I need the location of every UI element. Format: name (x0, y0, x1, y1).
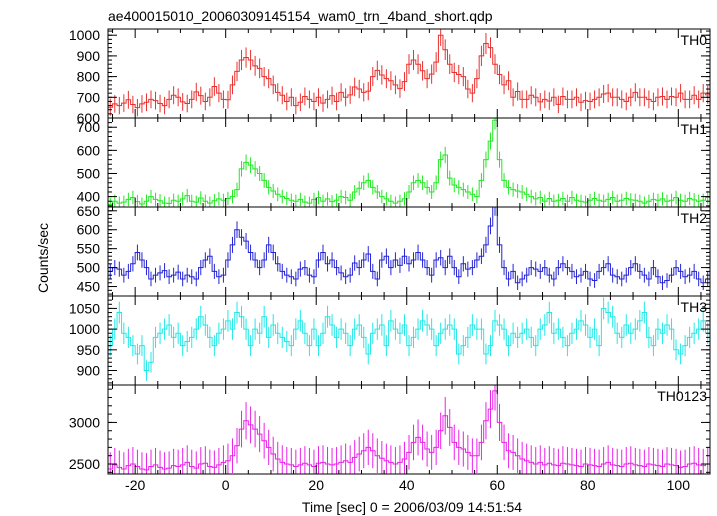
y-tick-label: 900 (77, 48, 101, 64)
y-tick-label: 450 (77, 279, 101, 295)
series-line-th2 (108, 207, 710, 284)
x-tick-label: -20 (125, 477, 145, 493)
x-tick-label: 80 (580, 477, 596, 493)
panel-label: TH1 (681, 121, 708, 137)
x-axis-ticks: -20 0 20 40 60 80 100 (125, 477, 690, 493)
x-tick-label: 60 (489, 477, 505, 493)
y-tick-label: 500 (77, 165, 101, 181)
panel-th0: 600 700 800 900 1000 TH0 (69, 27, 711, 126)
y-tick-label: 1000 (69, 27, 100, 43)
y-tick-label: 800 (77, 69, 101, 85)
x-tick-label: 100 (667, 477, 691, 493)
y-tick-label: 600 (77, 142, 101, 158)
y-tick-label: 950 (77, 342, 101, 358)
panel-label: TH2 (681, 210, 708, 226)
y-axis-title: Counts/sec (35, 223, 51, 293)
y-tick-label: 3000 (69, 414, 100, 430)
y-tick-label: 1000 (69, 321, 100, 337)
series-th1 (108, 118, 710, 207)
series-th0123 (108, 385, 710, 474)
chart-title: ae400015010_20060309145154_wam0_trn_4ban… (108, 8, 493, 24)
y-tick-label: 650 (77, 203, 101, 219)
y-tick-label: 400 (77, 189, 101, 205)
series-th2 (108, 207, 710, 291)
panel-label: TH0123 (657, 388, 707, 404)
y-tick-label: 500 (77, 260, 101, 276)
x-tick-label: 0 (222, 477, 230, 493)
panel-th2: 450 500 550 600 650 TH2 (77, 203, 711, 297)
series-line-th0123 (108, 390, 710, 471)
y-tick-label: 700 (77, 89, 101, 105)
series-line-th0 (108, 34, 710, 109)
x-tick-label: 20 (308, 477, 324, 493)
panel-label: TH3 (681, 299, 708, 315)
y-tick-label: 1050 (69, 300, 100, 316)
y-tick-label: 900 (77, 363, 101, 379)
y-tick-label: 700 (77, 119, 101, 135)
panel-frame (107, 384, 711, 475)
y-tick-label: 600 (77, 222, 101, 238)
panel-th0123: 2500 3000 TH0123 (69, 384, 711, 475)
panel-frame (107, 206, 711, 297)
y-tick-label: 600 (77, 110, 101, 126)
series-th3 (108, 297, 710, 381)
panel-th1: 400 500 600 700 TH1 (77, 117, 711, 208)
series-line-th1 (108, 119, 710, 205)
x-axis-title: Time [sec] 0 = 2006/03/09 14:51:54 (302, 499, 522, 515)
x-tick-label: 40 (399, 477, 415, 493)
y-tick-label: 2500 (69, 456, 100, 472)
panel-th3: 900 950 1000 1050 TH3 (69, 295, 711, 386)
series-line-th3 (108, 307, 710, 372)
series-th0 (108, 29, 710, 117)
panel-label: TH0 (681, 32, 708, 48)
y-tick-label: 550 (77, 241, 101, 257)
